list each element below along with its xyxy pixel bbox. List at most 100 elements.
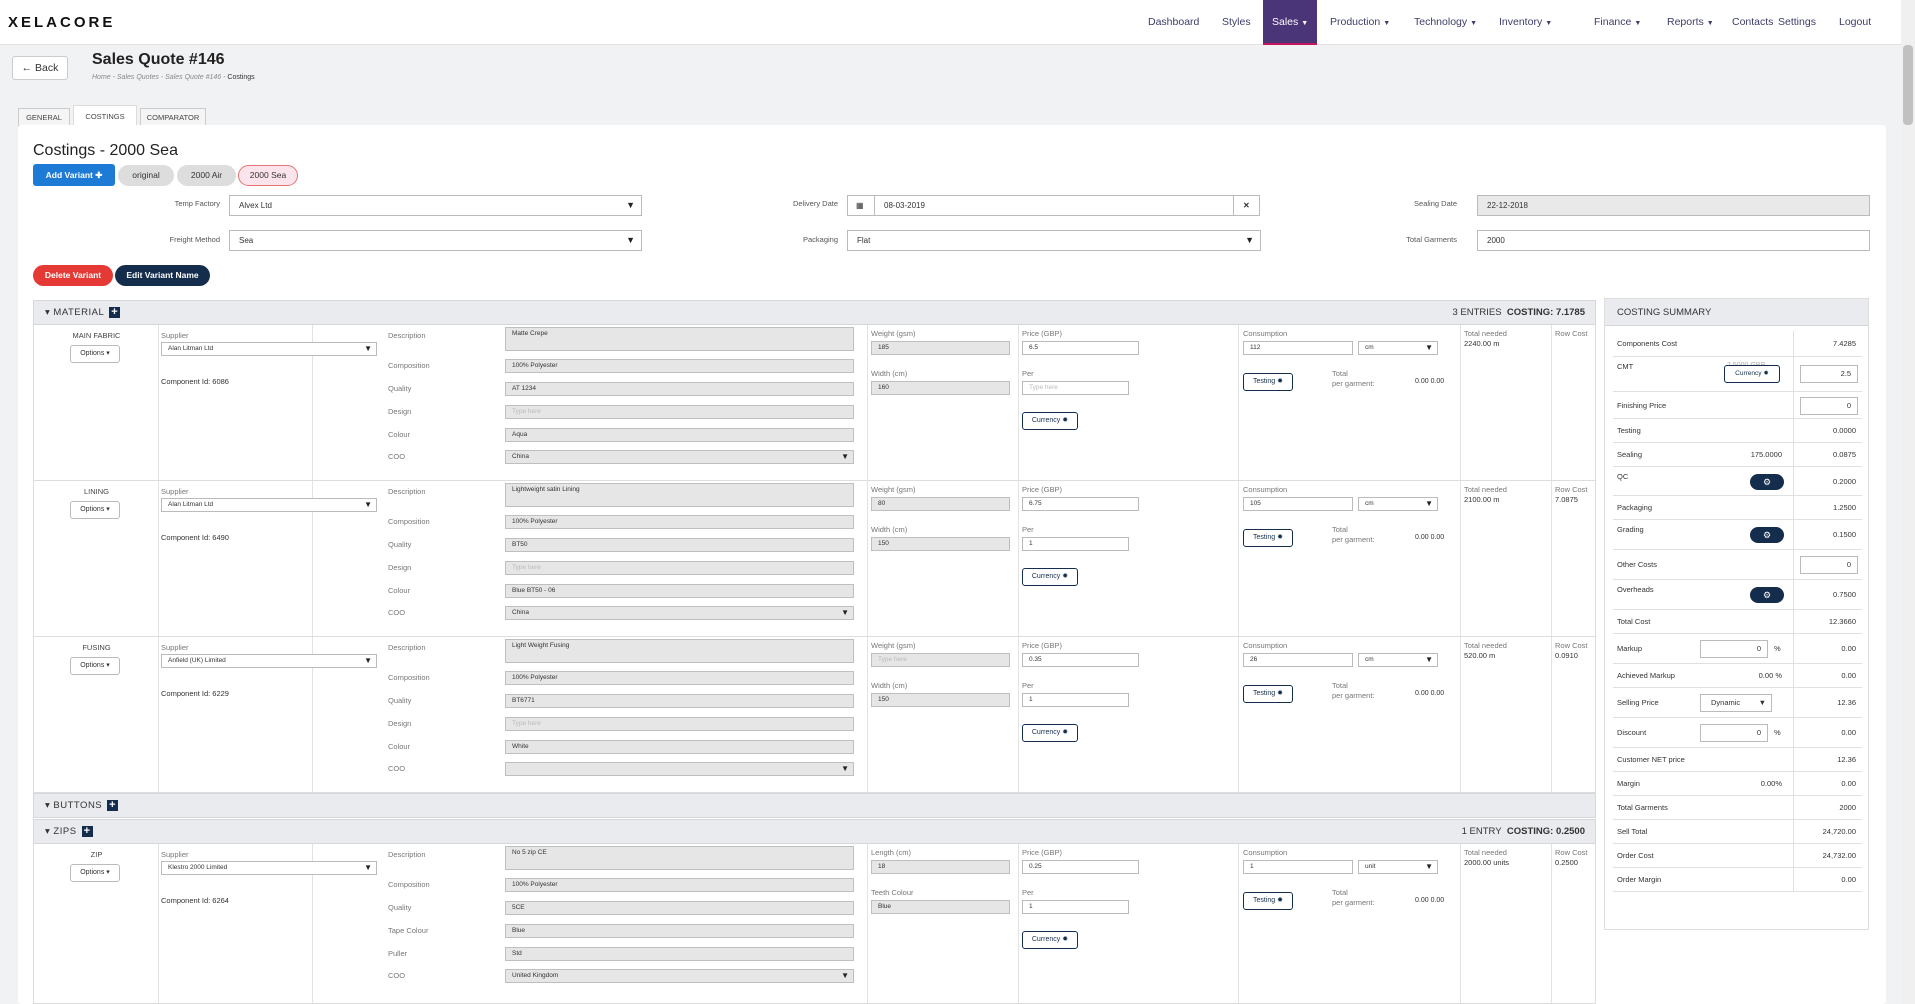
options-dropdown[interactable]: Options ▾ (70, 501, 120, 519)
unit-select[interactable]: cm ▼ (1358, 341, 1438, 355)
variant-pill-2000-sea[interactable]: 2000 Sea (238, 165, 298, 186)
design-input[interactable]: Type here (505, 405, 854, 419)
nav-item-reports[interactable]: Reports ▼ (1658, 0, 1723, 45)
nav-item-finance[interactable]: Finance ▼ (1585, 0, 1650, 45)
nav-item-technology[interactable]: Technology ▼ (1405, 0, 1486, 45)
options-dropdown[interactable]: Options ▾ (70, 864, 120, 882)
supplier-select[interactable]: Klestro 2000 Limited ▼ (161, 861, 377, 875)
composition-input[interactable]: 100% Polyester (505, 515, 854, 529)
summary-input-discount_in[interactable]: 0 (1700, 724, 1768, 742)
packaging-select[interactable]: Flat ▼ (847, 230, 1261, 251)
width-input[interactable]: 150 (871, 537, 1010, 551)
delete-variant-button[interactable]: Delete Variant (33, 265, 113, 286)
options-dropdown[interactable]: Options ▾ (70, 657, 120, 675)
testing-button[interactable]: Testing ✹ (1243, 529, 1293, 547)
composition-input[interactable]: 100% Polyester (505, 671, 854, 685)
total-garments-input[interactable]: 2000 (1477, 230, 1870, 251)
per-input[interactable]: 1 (1022, 537, 1129, 551)
width-input[interactable]: 160 (871, 381, 1010, 395)
options-dropdown[interactable]: Options ▾ (70, 345, 120, 363)
design-input[interactable]: Type here (505, 561, 854, 575)
settings-icon[interactable]: ⚙ (1750, 587, 1784, 603)
tab-costings[interactable]: COSTINGS (73, 105, 137, 125)
testing-button[interactable]: Testing ✹ (1243, 373, 1293, 391)
supplier-select[interactable]: Alan Litman Ltd ▼ (161, 498, 377, 512)
price-input[interactable]: 6.75 (1022, 497, 1139, 511)
back-button[interactable]: ← Back (12, 56, 68, 80)
consumption-input[interactable]: 105 (1243, 497, 1353, 511)
colour-input[interactable]: White (505, 740, 854, 754)
freight-method-select[interactable]: Sea ▼ (229, 230, 642, 251)
variant-pill-original[interactable]: original (118, 165, 174, 186)
testing-button[interactable]: Testing ✹ (1243, 685, 1293, 703)
teeth_colour-input[interactable]: Blue (871, 900, 1010, 914)
temp-factory-select[interactable]: Alvex Ltd ▼ (229, 195, 642, 216)
composition-input[interactable]: 100% Polyester (505, 359, 854, 373)
quality-input[interactable]: BT50 (505, 538, 854, 552)
consumption-input[interactable]: 26 (1243, 653, 1353, 667)
unit-select[interactable]: cm ▼ (1358, 497, 1438, 511)
add-button-icon[interactable]: + (107, 799, 119, 811)
per-input[interactable]: 1 (1022, 693, 1129, 707)
price-input[interactable]: 0.25 (1022, 860, 1139, 874)
per-input[interactable]: Type here (1022, 381, 1129, 395)
currency-button[interactable]: Currency ✹ (1022, 568, 1078, 586)
buttons-section-header[interactable]: ▾ BUTTONS + (33, 793, 1596, 818)
weight-input[interactable]: 80 (871, 497, 1010, 511)
variant-pill-2000-air[interactable]: 2000 Air (177, 165, 236, 186)
description-input[interactable]: No 5 zip CE (505, 846, 854, 870)
scrollbar-thumb[interactable] (1903, 45, 1913, 125)
unit-select[interactable]: cm ▼ (1358, 653, 1438, 667)
coo-input[interactable]: China ▼ (505, 450, 854, 464)
description-input[interactable]: Lightweight satin Lining (505, 483, 854, 507)
length-input[interactable]: 18 (871, 860, 1010, 874)
currency-button[interactable]: Currency ✹ (1022, 412, 1078, 430)
settings-icon[interactable]: ⚙ (1750, 527, 1784, 543)
nav-item-styles[interactable]: Styles (1213, 0, 1260, 45)
coo-input[interactable]: ▼ (505, 762, 854, 776)
width-input[interactable]: 150 (871, 693, 1010, 707)
description-input[interactable]: Matte Crepe (505, 327, 854, 351)
nav-item-dashboard[interactable]: Dashboard (1139, 0, 1208, 45)
colour-input[interactable]: Aqua (505, 428, 854, 442)
brand-logo[interactable]: XELACORE (8, 14, 116, 31)
supplier-select[interactable]: Anfield (UK) Limited ▼ (161, 654, 377, 668)
per-input[interactable]: 1 (1022, 900, 1129, 914)
nav-item-logout[interactable]: Logout (1830, 0, 1880, 45)
summary-input-cmt[interactable]: 2.5 (1800, 365, 1858, 383)
clear-date-icon[interactable]: ✕ (1233, 195, 1260, 216)
coo-input[interactable]: China ▼ (505, 606, 854, 620)
colour-input[interactable]: Blue BT50 - 06 (505, 584, 854, 598)
composition-input[interactable]: 100% Polyester (505, 878, 854, 892)
summary-input-other[interactable]: 0 (1800, 556, 1858, 574)
edit-variant-name-button[interactable]: Edit Variant Name (115, 265, 210, 286)
summary-input-markup_in[interactable]: 0 (1700, 640, 1768, 658)
add-zip-icon[interactable]: + (81, 825, 93, 837)
quality-input[interactable]: BT6771 (505, 694, 854, 708)
zips-section-header[interactable]: ▾ ZIPS + 1 ENTRY COSTING: 0.2500 (33, 819, 1596, 844)
currency-button[interactable]: Currency ✹ (1022, 931, 1078, 949)
consumption-input[interactable]: 1 (1243, 860, 1353, 874)
coo-input[interactable]: United Kingdom ▼ (505, 969, 854, 983)
scrollbar[interactable] (1901, 0, 1915, 1004)
design-input[interactable]: Type here (505, 717, 854, 731)
weight-input[interactable]: 185 (871, 341, 1010, 355)
nav-item-inventory[interactable]: Inventory ▼ (1490, 0, 1561, 45)
nav-item-contacts[interactable]: Contacts (1723, 0, 1782, 45)
currency-button[interactable]: Currency ✹ (1724, 365, 1780, 383)
price-input[interactable]: 6.5 (1022, 341, 1139, 355)
puller-input[interactable]: Std (505, 947, 854, 961)
nav-item-sales[interactable]: Sales ▼ (1263, 0, 1318, 45)
price-input[interactable]: 0.35 (1022, 653, 1139, 667)
supplier-select[interactable]: Alan Litman Ltd ▼ (161, 342, 377, 356)
currency-button[interactable]: Currency ✹ (1022, 724, 1078, 742)
description-input[interactable]: Light Weight Fusing (505, 639, 854, 663)
add-variant-button[interactable]: Add Variant ✚ (33, 164, 115, 186)
tab-comparator[interactable]: COMPARATOR (140, 108, 206, 126)
calendar-icon[interactable]: ▦ (847, 195, 875, 216)
nav-item-production[interactable]: Production ▼ (1321, 0, 1399, 45)
unit-select[interactable]: unit ▼ (1358, 860, 1438, 874)
selling-mode-select[interactable]: Dynamic ▼ (1700, 694, 1772, 712)
weight-input[interactable]: Type here (871, 653, 1010, 667)
summary-input-finishing[interactable]: 0 (1800, 396, 1858, 415)
